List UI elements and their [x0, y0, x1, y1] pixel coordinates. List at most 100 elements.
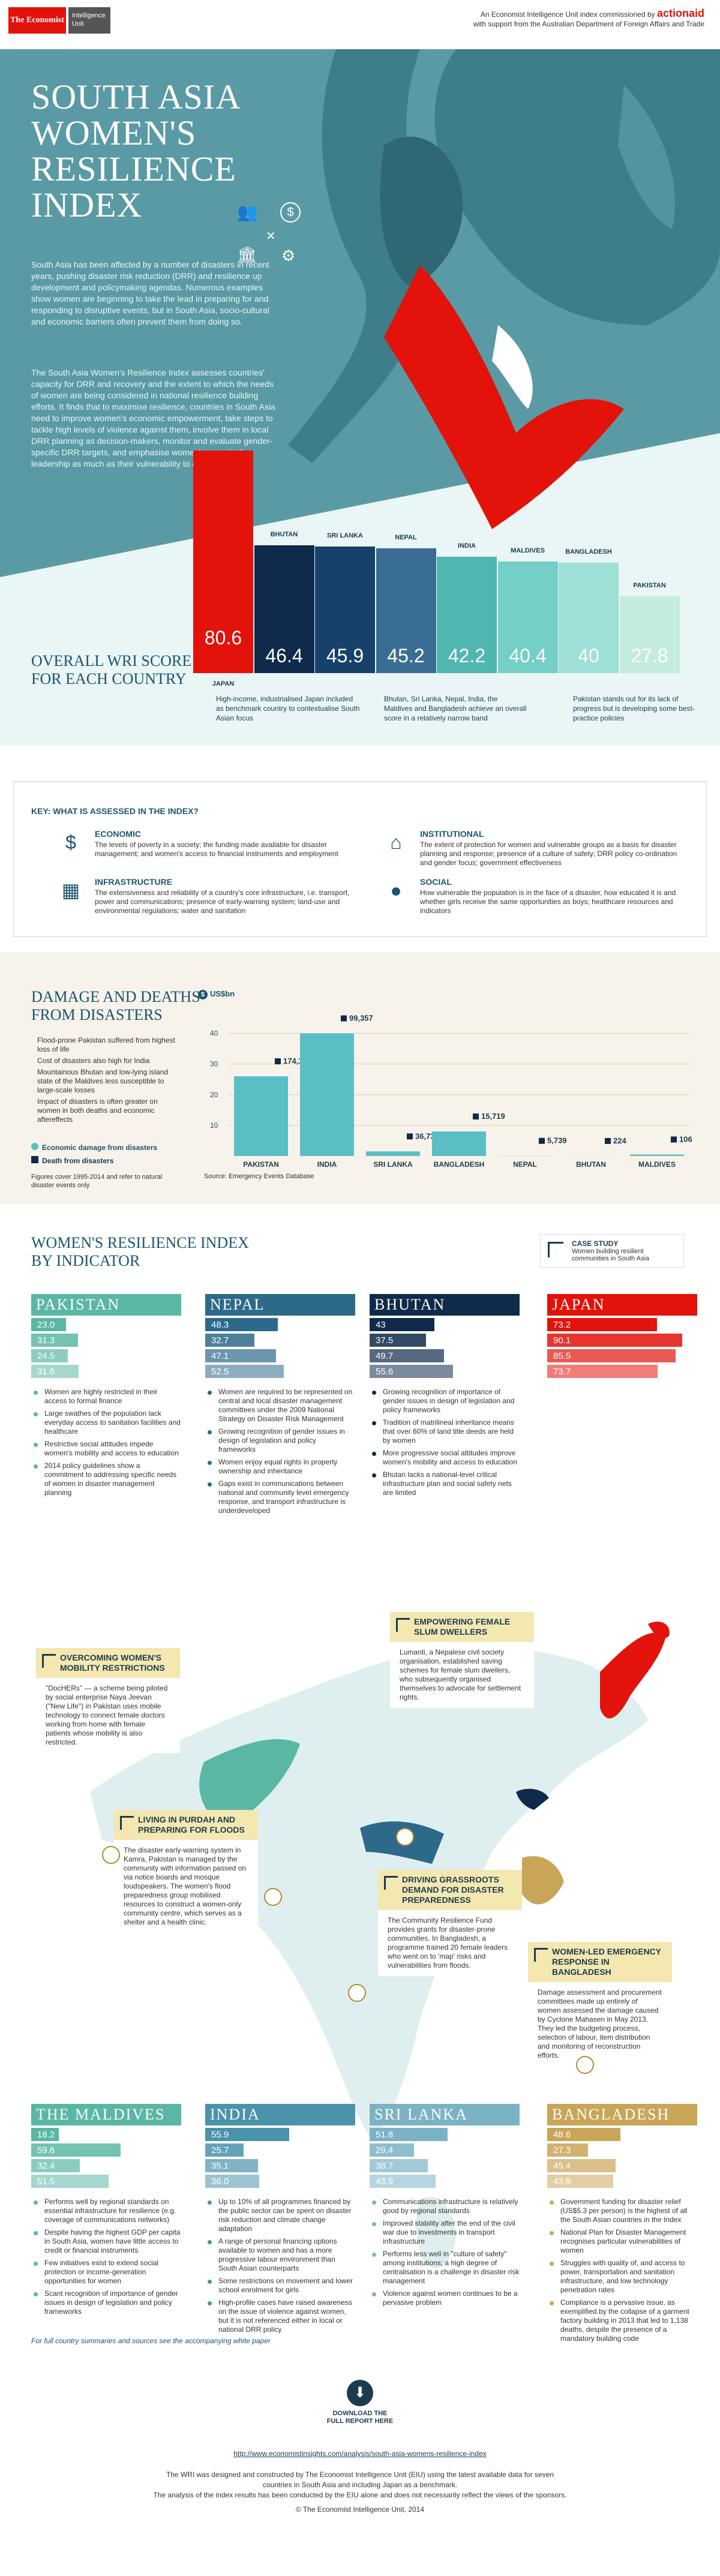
country-panel: Bhutan 43 37.5 49.7 55.6 Growing recognition … — [370, 1294, 520, 1501]
indicator-value: 51.8 — [376, 2130, 394, 2140]
bullet-item: 2014 policy guidelines show a commitment… — [31, 1461, 181, 1497]
wri-bar: 40 — [559, 563, 619, 673]
indicator-row: 51.5 — [31, 2175, 181, 2188]
key-institutional: ⌂ Institutional The extent of protection… — [384, 829, 684, 867]
indicator-value: 25.7 — [211, 2145, 229, 2155]
full-summaries-note: For full country summaries and sources s… — [31, 2337, 271, 2345]
bullet-item: Tradition of matrilineal inheritance mea… — [370, 1418, 520, 1445]
indicator-value: 35.1 — [211, 2161, 229, 2171]
indicator-row: 48.3 — [205, 1318, 355, 1331]
bullet-item: Growing recognition of importance of gen… — [370, 1388, 520, 1415]
indicator-value: 43.9 — [376, 2176, 394, 2187]
case-study-body: The disaster early-warning system in Kam… — [124, 1846, 247, 1926]
bullet-item: Few initiatives exist to extend social p… — [31, 2259, 181, 2286]
key-institutional-desc: The extent of protection for women and v… — [420, 840, 677, 867]
bullet-item: Violence against women continues to be a… — [370, 2289, 520, 2307]
indicator-row: 43.9 — [370, 2175, 520, 2188]
damage-notes: Flood-prone Pakistan suffered from highe… — [37, 1036, 175, 1124]
commission-line: An Economist Intelligence Unit index com… — [480, 10, 655, 19]
key-title: KEY: WHAT IS ASSESSED IN THE INDEX? — [31, 806, 199, 816]
country-bullets: Women are required to be represented on … — [205, 1388, 355, 1515]
case-study-title: Empowering female slum dwellers — [390, 1612, 534, 1642]
country-title: Bhutan — [370, 1294, 520, 1316]
country-panel: Sri Lanka 51.8 29.4 38.7 43.9 Communications … — [370, 2104, 520, 2311]
damage-unit: $ US$bn — [198, 989, 235, 999]
pin-icon — [264, 1888, 282, 1906]
indicator-bar — [370, 1334, 426, 1347]
bullet-item: Restrictive social attitudes impede wome… — [31, 1440, 181, 1458]
bullet-item: Improved stability after the end of the … — [370, 2219, 520, 2246]
wri-bar-value: 80.6 — [204, 626, 242, 648]
key-section: KEY: WHAT IS ASSESSED IN THE INDEX? $ Ec… — [0, 745, 720, 952]
download-button[interactable]: ⬇ DOWNLOAD THE FULL REPORT HERE — [324, 2380, 396, 2425]
death-label: 99,357 — [349, 1014, 373, 1023]
indicator-bar — [547, 1318, 657, 1331]
report-url[interactable]: http://www.economistinsights.com/analysi… — [233, 2449, 487, 2458]
case-study-title: Driving grassroots demand for disaster p… — [378, 1870, 522, 1910]
death-marker — [605, 1137, 611, 1144]
case-study-label: CASE STUDY — [572, 1239, 619, 1248]
indicator-value: 55.9 — [211, 2130, 229, 2140]
damage-bar — [300, 1033, 354, 1156]
case-study-card: Overcoming women's mobility restrictions… — [36, 1648, 180, 1753]
report-link[interactable]: http://www.economistinsights.com/analysi… — [0, 2449, 720, 2459]
bullet-item: Women enjoy equal rights in property own… — [205, 1458, 355, 1476]
damage-bar — [234, 1076, 288, 1156]
bullet-item: Scant recognition of importance of gende… — [31, 2289, 181, 2316]
indicator-row: 43 — [370, 1318, 520, 1331]
indicator-bar — [31, 1365, 79, 1378]
bullet-item: Communications infrastructure is relativ… — [370, 2197, 520, 2215]
death-label: 5,739 — [547, 1136, 567, 1145]
infrastructure-icon: ▦ — [61, 879, 80, 901]
country-panel: Pakistan 23.0 31.3 24.5 31.6 Women are highly… — [31, 1294, 181, 1501]
wri-bar-value: 42.2 — [448, 644, 486, 666]
pin-icon — [102, 1846, 120, 1864]
indicator-value: 48.6 — [553, 2130, 571, 2140]
case-study-title: Overcoming women's mobility restrictions — [36, 1648, 180, 1678]
bullet-item: Women are required to be represented on … — [205, 1388, 355, 1424]
case-study-card: Living in purdah and preparing for flood… — [114, 1810, 258, 1933]
bullet-item: Growing recognition of gender issues in … — [205, 1427, 355, 1454]
country-title: Japan — [547, 1294, 697, 1316]
wri-bar-label: JAPAN — [212, 680, 235, 687]
indicator-value: 47.1 — [211, 1351, 229, 1361]
indicator-bar — [370, 2159, 428, 2172]
indicator-row: 36.0 — [205, 2175, 355, 2188]
page-title: South Asia Women's Resilience Index — [31, 77, 239, 224]
indicator-row: 52.5 — [205, 1365, 355, 1378]
pin-icon — [348, 1984, 366, 2002]
death-label: 15,719 — [481, 1112, 505, 1121]
legend-death: Death from disasters — [31, 1156, 113, 1165]
indicator-row: 29.4 — [370, 2143, 520, 2157]
case-study-body: The Community Resilience Fund provides g… — [388, 1916, 508, 1969]
country-bullets: Communications infrastructure is relativ… — [370, 2197, 520, 2307]
bullet-item: Performs well by regional standards on e… — [31, 2197, 181, 2224]
death-marker — [671, 1136, 677, 1143]
indicator-bar — [370, 1349, 445, 1362]
country-title: The Maldives — [31, 2104, 181, 2125]
indicator-row: 37.5 — [370, 1334, 520, 1347]
damage-bar — [432, 1131, 486, 1156]
bullet-item: Up to 10% of all programmes financed by … — [205, 2197, 355, 2233]
indicator-row: 31.3 — [31, 1334, 181, 1347]
indicator-bar — [205, 1349, 276, 1362]
wri-bar: 27.8 — [619, 596, 680, 673]
category-label: MALDIVES — [638, 1160, 676, 1169]
commission-text: An Economist Intelligence Unit index com… — [368, 8, 704, 29]
cross-icon: ✕ — [266, 230, 276, 243]
indicator-bar — [31, 2128, 59, 2141]
country-panel: Nepal 48.3 32.7 47.1 52.5 Women are required … — [205, 1294, 355, 1519]
bullet-item: National Plan for Disaster Management re… — [547, 2228, 697, 2255]
indicator-bar — [205, 1334, 254, 1347]
indicator-bar — [370, 2143, 414, 2157]
indicator-value: 27.3 — [553, 2145, 571, 2155]
indicator-value: 55.6 — [376, 1367, 394, 1377]
indicator-title: Women's resilience index by indicator — [31, 1234, 249, 1269]
institution-icon: ⌂ — [390, 831, 402, 853]
wri-bar-label: BANGLADESH — [565, 548, 612, 556]
note-pakistan: Pakistan stands out for its lack of prog… — [573, 695, 695, 722]
indicator-row: 49.7 — [370, 1349, 520, 1362]
wri-bar: 46.4 — [254, 545, 314, 673]
damage-footnote: Figures cover 1995-2014 and refer to nat… — [31, 1173, 163, 1189]
y-tick-label: 30 — [210, 1060, 218, 1068]
